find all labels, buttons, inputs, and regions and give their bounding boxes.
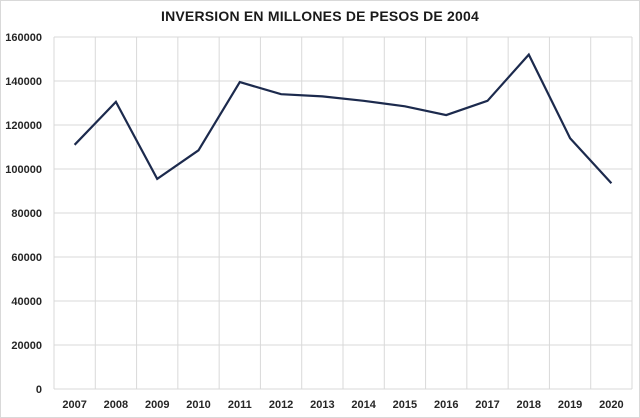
y-tick-label: 100000	[5, 164, 42, 176]
x-tick-label: 2018	[517, 399, 541, 411]
x-tick-label: 2015	[393, 399, 417, 411]
y-tick-label: 20000	[11, 340, 42, 352]
x-tick-label: 2008	[104, 399, 128, 411]
y-tick-label: 120000	[5, 120, 42, 132]
gridlines	[53, 36, 633, 390]
y-tick-label: 140000	[5, 76, 42, 88]
chart-title: INVERSION EN MILLONES DE PESOS DE 2004	[160, 8, 479, 24]
x-tick-label: 2012	[269, 399, 293, 411]
x-tick-label: 2013	[310, 399, 334, 411]
x-tick-label: 2014	[351, 399, 376, 411]
y-tick-label: 160000	[5, 32, 42, 44]
x-tick-label: 2020	[599, 399, 623, 411]
y-tick-label: 40000	[11, 296, 42, 308]
y-tick-label: 0	[36, 384, 42, 396]
y-tick-label: 60000	[11, 252, 42, 264]
series-line	[73, 52, 613, 185]
x-tick-label: 2007	[62, 399, 86, 411]
x-tick-label: 2009	[145, 399, 169, 411]
x-tick-label: 2010	[186, 399, 210, 411]
series-group	[73, 52, 613, 185]
y-tick-label: 80000	[11, 208, 42, 220]
x-axis-ticks: 2007 2008 2009 2010 2011 2012 2013 2014 2015 2016…	[62, 399, 623, 411]
x-tick-label: 2011	[228, 399, 252, 411]
x-tick-label: 2019	[558, 399, 582, 411]
x-tick-label: 2017	[475, 399, 499, 411]
x-tick-label: 2016	[434, 399, 458, 411]
y-axis-ticks: 0 20000 40000 60000 80000 100000 120000 140000 1…	[5, 32, 42, 396]
